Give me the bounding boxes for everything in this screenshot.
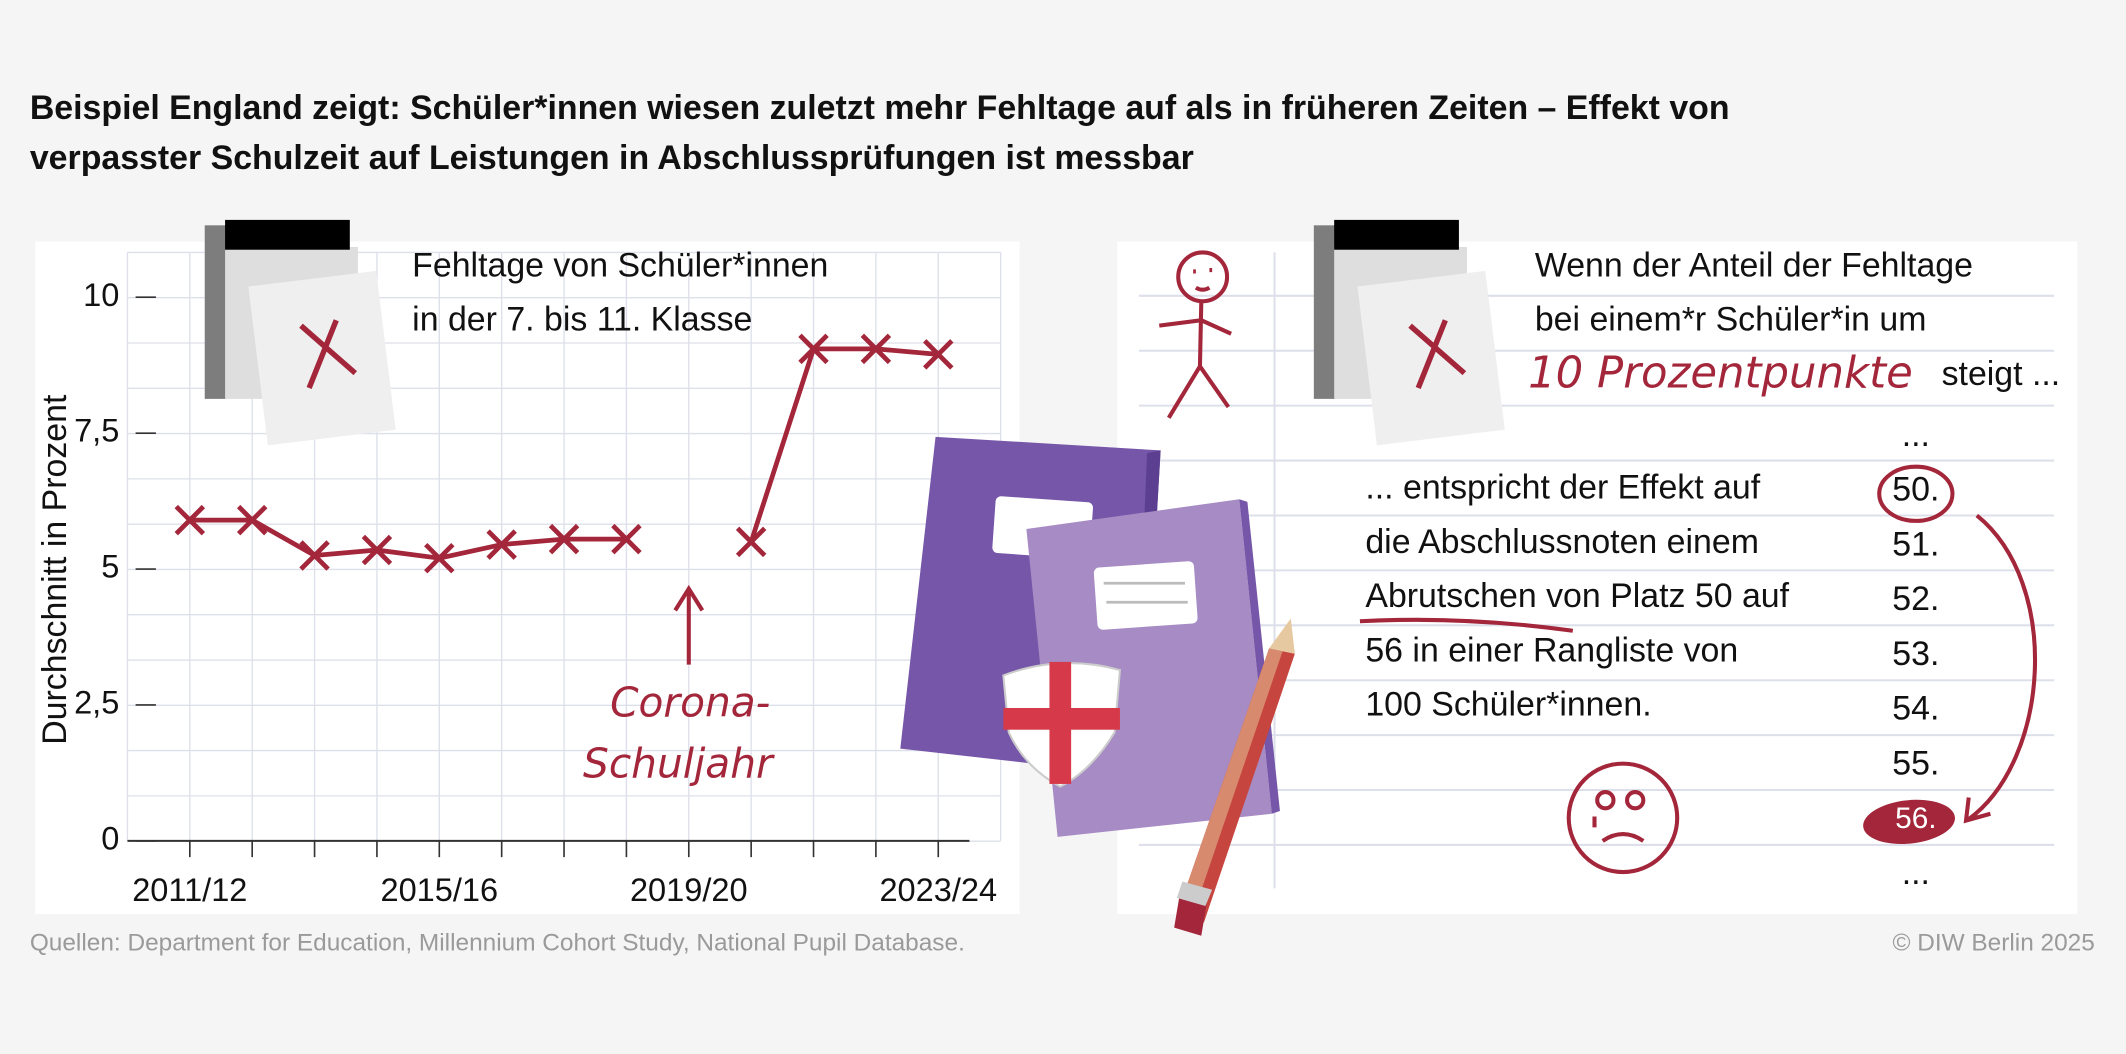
sad-face <box>1566 761 1680 875</box>
title-line: Beispiel England zeigt: Schüler*innen wi… <box>30 89 1730 127</box>
title-line: verpasster Schulzeit auf Leistungen in A… <box>30 139 1194 177</box>
x-tick-label: 2023/24 <box>879 872 997 908</box>
x-tick-label: 2015/16 <box>381 872 499 908</box>
data-point <box>174 504 206 536</box>
rank: 51. <box>1892 525 1939 563</box>
body-line: 100 Schüler*innen. <box>1365 686 1651 724</box>
copyright: © DIW Berlin 2025 <box>1892 929 2094 956</box>
body-line: Abrutschen von Platz 50 auf <box>1365 577 1789 615</box>
data-point <box>424 542 455 574</box>
stick-figure <box>1159 250 1232 419</box>
y-tick-label: 2,5 <box>74 685 119 721</box>
annotation: Schuljahr <box>583 739 775 787</box>
ruled-lines <box>1138 252 2055 889</box>
chart-subtitle: in der 7. bis 11. Klasse <box>412 301 752 339</box>
rank: 50. <box>1892 471 1939 509</box>
line-chart: 0 2,5 5 7,5 10 2011/12 2015/16 2019/20 2023/24 <box>74 277 997 908</box>
body-text: ... entspricht der Effekt auf die Abschlu… <box>1365 469 1789 724</box>
rank: 53. <box>1892 635 1939 673</box>
data-point <box>361 534 393 566</box>
data-point <box>236 504 268 536</box>
rank: 54. <box>1892 690 1939 728</box>
calendar-icon <box>1313 219 1505 446</box>
rank: ... <box>1902 854 1930 892</box>
rank: ... <box>1902 416 1930 454</box>
rank-list: ... 50. 51. 52. 53. 54. 55. 56.... <box>1892 416 1939 892</box>
heading: steigt ... <box>1942 355 2061 393</box>
data-point <box>923 339 954 370</box>
data-point <box>798 333 829 365</box>
circle-mark <box>1877 464 1955 523</box>
chart-subtitle: Fehltage von Schüler*innen <box>412 246 828 284</box>
heading: bei einem*r Schüler*in um <box>1535 301 1927 339</box>
data-point <box>299 540 330 571</box>
source: Quellen: Department for Education, Mille… <box>30 929 965 956</box>
body-line: die Abschlussnoten einem <box>1365 523 1759 561</box>
annotation-arrow <box>673 584 705 665</box>
y-axis-label: Durchschnitt in Prozent <box>36 394 74 745</box>
y-tick-label: 10 <box>83 277 119 313</box>
heading: Wenn der Anteil der Fehltage <box>1535 246 1973 284</box>
calendar-icon <box>204 219 396 446</box>
curved-arrow <box>1963 513 2037 824</box>
rank: 55. <box>1892 744 1939 782</box>
scribble <box>1863 799 1955 845</box>
y-tick-label: 7,5 <box>74 413 119 449</box>
annotation: Corona- <box>610 678 770 726</box>
notebooks <box>900 436 1280 837</box>
underline <box>1359 617 1574 633</box>
data-point <box>860 333 892 365</box>
highlight: 10 Prozentpunkte <box>1528 348 1913 398</box>
data-point <box>486 529 517 560</box>
y-tick-label: 0 <box>101 820 119 856</box>
x-tick-label: 2019/20 <box>630 872 748 908</box>
body-line: ... entspricht der Effekt auf <box>1365 469 1760 507</box>
data-line <box>189 346 939 561</box>
x-tick-label: 2011/12 <box>132 872 247 908</box>
rank: 56. <box>1895 802 1936 835</box>
left-panel <box>35 241 1020 915</box>
pencil <box>1174 618 1295 936</box>
data-point <box>735 526 767 558</box>
rank: 52. <box>1892 580 1939 618</box>
body-line: 56 in einer Rangliste von <box>1365 631 1738 669</box>
y-tick-label: 5 <box>101 549 119 585</box>
data-point <box>548 523 580 555</box>
data-point <box>611 523 642 555</box>
